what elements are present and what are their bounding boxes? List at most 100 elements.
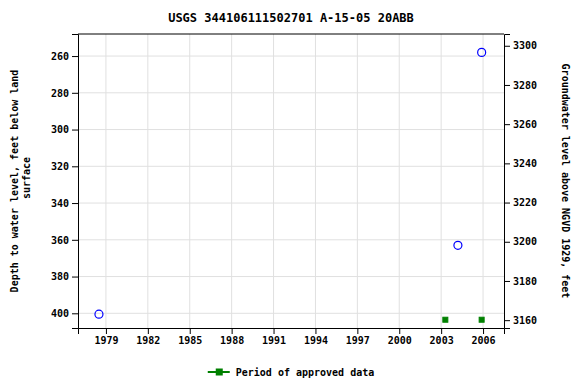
- grid-line: [189, 34, 190, 328]
- tick-mark: [504, 124, 510, 125]
- grid-line: [399, 34, 400, 328]
- tick-label: 1994: [304, 335, 328, 346]
- tick: 340: [51, 198, 78, 209]
- grid-line: [78, 203, 504, 204]
- tick: 400: [51, 308, 78, 319]
- grid-line: [273, 34, 274, 328]
- title: USGS 344106111502701 A-15-05 20ABB: [168, 11, 414, 25]
- tick-label: 3220: [513, 197, 537, 208]
- tick-mark: [483, 328, 484, 334]
- tick-mark: [504, 281, 510, 282]
- series: [443, 317, 484, 322]
- tick: 380: [51, 271, 78, 282]
- tick: 3200: [504, 236, 537, 247]
- grid-line: [147, 34, 148, 328]
- legend-label: Period of approved data: [236, 367, 374, 378]
- tick-label: 1997: [346, 335, 370, 346]
- tick: 3180: [504, 276, 537, 287]
- tick: 2006: [472, 328, 496, 346]
- tick: 3240: [504, 158, 537, 169]
- tick-mark: [315, 328, 316, 334]
- tick: 280: [51, 88, 78, 99]
- tick-mark: [232, 328, 233, 334]
- y2-axis: 3160 3180 3200 3220 3240 3260 3280 3300: [504, 35, 537, 329]
- tick-mark: [106, 328, 107, 334]
- axis-line: [505, 35, 511, 329]
- tick: 3220: [504, 197, 537, 208]
- y-axis: 260 280 300 320 340 360 380 400: [51, 35, 79, 329]
- point: [95, 310, 103, 318]
- tick-label: 380: [51, 271, 69, 282]
- axis-line: [72, 35, 79, 329]
- tick: 1985: [178, 328, 202, 346]
- tick-label: 1985: [178, 335, 202, 346]
- tick-mark: [441, 328, 442, 334]
- tick: 3280: [504, 80, 537, 91]
- tick: 360: [51, 235, 78, 246]
- tick-label: 1991: [262, 335, 286, 346]
- tick: 1988: [220, 328, 244, 346]
- tick-label: 260: [51, 51, 69, 62]
- chart: 1979 1982 1985 1988 1991 1994 1997 2000 2003 2006…: [0, 0, 576, 384]
- tick-label: 3300: [513, 40, 537, 51]
- legend-item: Period of approved data: [208, 367, 374, 378]
- y2-axis-title: Groundwater level above NGVD 1929, feet: [560, 64, 571, 299]
- tick-mark: [274, 328, 275, 334]
- plot-frame: [78, 34, 504, 35]
- tick: 1997: [346, 328, 370, 346]
- tick: 320: [51, 161, 78, 172]
- grid-line: [483, 34, 484, 328]
- grid-line: [105, 34, 106, 328]
- grid-line: [78, 239, 504, 240]
- tick: 1994: [304, 328, 328, 346]
- tick-label: 2000: [388, 335, 412, 346]
- point: [478, 48, 486, 56]
- tick-mark: [72, 203, 78, 204]
- tick: 1982: [136, 328, 160, 346]
- tick-mark: [190, 328, 191, 334]
- grid-line: [78, 92, 504, 93]
- tick-label: 3160: [513, 315, 537, 326]
- tick: 1979: [94, 328, 118, 346]
- tick-label: 280: [51, 88, 69, 99]
- grid-line: [315, 34, 316, 328]
- tick-label: 3180: [513, 276, 537, 287]
- tick: 2003: [430, 328, 454, 346]
- tick-label: 320: [51, 161, 69, 172]
- tick: 2000: [388, 328, 412, 346]
- x-axis: 1979 1982 1985 1988 1991 1994 1997 2000 2003 2006: [79, 328, 505, 346]
- legend-marker: [216, 369, 223, 376]
- tick: 3160: [504, 315, 537, 326]
- tick-mark: [148, 328, 149, 334]
- tick-label: 340: [51, 198, 69, 209]
- plot: 1979 1982 1985 1988 1991 1994 1997 2000 2003 2006…: [51, 34, 537, 346]
- tick-mark: [504, 242, 510, 243]
- tick-label: 1982: [136, 335, 160, 346]
- tick: 300: [51, 124, 78, 135]
- tick-label: 3240: [513, 158, 537, 169]
- tick-mark: [72, 93, 78, 94]
- tick-mark: [504, 46, 510, 47]
- tick-label: 2003: [430, 335, 454, 346]
- grid-line: [78, 56, 504, 57]
- grid: [78, 34, 504, 328]
- series: [95, 48, 486, 318]
- tick-mark: [72, 240, 78, 241]
- tick-label: 360: [51, 235, 69, 246]
- tick-mark: [72, 130, 78, 131]
- tick-mark: [72, 313, 78, 314]
- tick-label: 3200: [513, 236, 537, 247]
- tick-mark: [504, 320, 510, 321]
- tick: 3260: [504, 119, 537, 130]
- tick-mark: [504, 163, 510, 164]
- tick-label: 1988: [220, 335, 244, 346]
- grid-line: [231, 34, 232, 328]
- tick: 3300: [504, 40, 537, 51]
- tick: 260: [51, 51, 78, 62]
- tick-mark: [72, 166, 78, 167]
- marks: [95, 48, 486, 322]
- tick-mark: [72, 56, 78, 57]
- tick: 1991: [262, 328, 286, 346]
- legend: Period of approved data: [208, 367, 374, 378]
- tick-mark: [72, 277, 78, 278]
